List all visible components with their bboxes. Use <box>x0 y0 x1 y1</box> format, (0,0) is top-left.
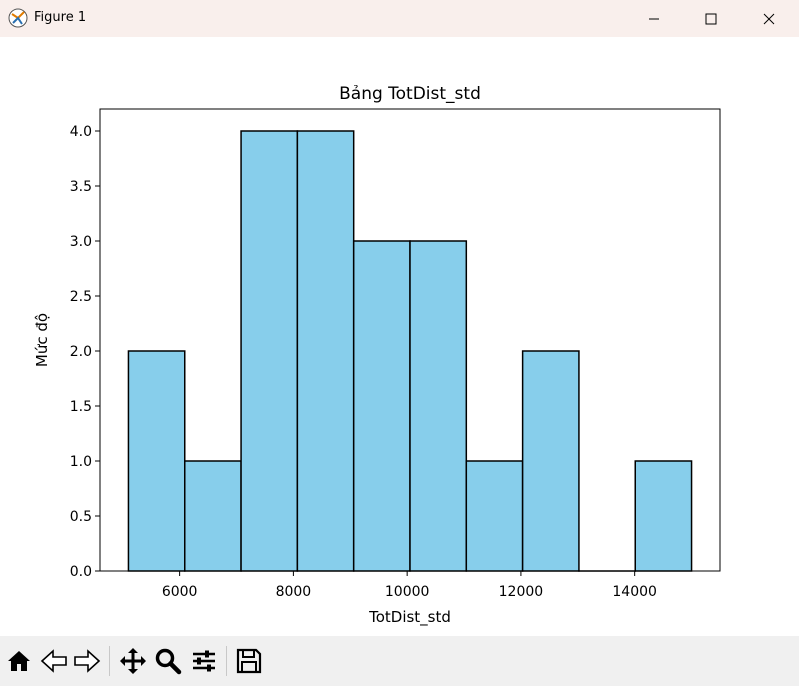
y-axis-ticks: 0.0 0.5 1.0 1.5 2.0 2.5 3.0 3.5 4.0 <box>70 124 100 580</box>
histogram-bar <box>184 460 242 572</box>
figure-canvas: 0.0 0.5 1.0 1.5 2.0 2.5 3.0 3.5 4.0 6000 8000 1000… <box>0 37 799 636</box>
histogram-bar <box>240 130 299 572</box>
forward-arrow-icon <box>74 649 101 673</box>
configure-subplots-icon <box>193 650 215 672</box>
pan-icon <box>120 648 146 674</box>
back-button[interactable] <box>39 646 69 676</box>
y-tick-label: 1.0 <box>70 454 92 470</box>
histogram-chart: 0.0 0.5 1.0 1.5 2.0 2.5 3.0 3.5 4.0 6000 8000 1000… <box>33 84 721 627</box>
home-button[interactable] <box>4 646 34 676</box>
y-tick-label: 4.0 <box>70 124 92 140</box>
configure-subplots-button[interactable] <box>189 646 219 676</box>
close-button[interactable] <box>746 0 792 37</box>
window-title: Figure 1 <box>34 10 87 25</box>
x-tick-label: 12000 <box>499 584 544 600</box>
toolbar-separator <box>226 646 227 676</box>
toolbar-separator <box>109 646 110 676</box>
axes-frame <box>99 108 721 572</box>
back-arrow-icon <box>40 649 67 673</box>
save-button[interactable] <box>234 646 264 676</box>
histogram-bar <box>634 460 693 572</box>
minimize-button[interactable] <box>631 0 677 37</box>
navigation-toolbar <box>0 636 799 686</box>
maximize-icon <box>705 13 717 24</box>
y-tick-label: 0.0 <box>70 564 92 580</box>
save-icon <box>236 648 262 674</box>
window-titlebar: Figure 1 <box>0 0 799 37</box>
forward-button[interactable] <box>72 646 102 676</box>
y-axis-label: Mức độ <box>33 313 51 367</box>
chart-title: Bảng TotDist_std <box>339 84 481 104</box>
y-tick-label: 2.5 <box>70 289 92 305</box>
histogram-bar <box>465 460 524 572</box>
app-icon <box>8 8 28 28</box>
x-tick-label: 10000 <box>385 584 430 600</box>
x-tick-label: 6000 <box>162 584 198 600</box>
maximize-button[interactable] <box>688 0 734 37</box>
y-tick-label: 3.0 <box>70 234 92 250</box>
zoom-button[interactable] <box>153 646 183 676</box>
x-tick-label: 8000 <box>276 584 312 600</box>
minimize-icon <box>649 18 659 19</box>
close-icon <box>763 13 775 24</box>
pan-button[interactable] <box>118 646 148 676</box>
home-icon <box>8 651 30 671</box>
zoom-icon <box>155 648 182 675</box>
histogram-bar <box>296 130 355 572</box>
y-tick-label: 2.0 <box>70 344 92 360</box>
y-tick-label: 1.5 <box>70 399 92 415</box>
x-axis-label: TotDist_std <box>368 608 451 627</box>
x-tick-label: 14000 <box>612 584 657 600</box>
histogram-bar <box>409 240 468 572</box>
y-tick-label: 0.5 <box>70 509 92 525</box>
histogram-bar <box>352 240 411 572</box>
histogram-bar <box>521 350 580 572</box>
bars-group <box>127 130 693 572</box>
x-axis-ticks: 6000 8000 10000 12000 14000 <box>162 571 657 600</box>
y-tick-label: 3.5 <box>70 179 92 195</box>
histogram-bar <box>127 350 186 572</box>
